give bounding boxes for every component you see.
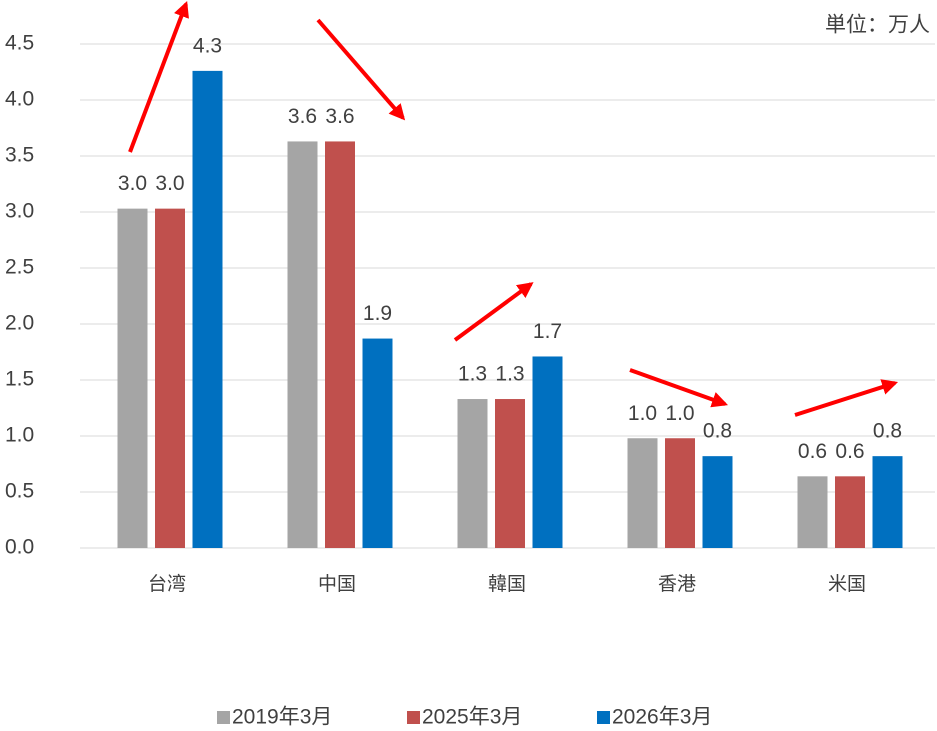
arrow	[128, 1, 189, 153]
bar	[457, 399, 488, 548]
bar	[702, 456, 733, 548]
value-label: 3.6	[288, 105, 317, 128]
legend-swatch	[597, 711, 610, 724]
bar	[872, 456, 903, 548]
arrow	[316, 18, 406, 121]
bar	[192, 70, 223, 548]
legend-swatch	[407, 711, 420, 724]
x-tick-label: 台湾	[148, 573, 186, 595]
value-label: 1.9	[363, 302, 392, 325]
arrow	[629, 368, 729, 408]
x-tick-label: 中国	[318, 573, 356, 595]
value-label: 3.0	[118, 172, 147, 195]
legend-swatch	[217, 711, 230, 724]
x-tick-label: 米国	[828, 573, 866, 595]
legend-label: 2019年3月	[232, 706, 332, 729]
value-label: 1.7	[533, 320, 562, 343]
arrow	[794, 379, 899, 417]
bar	[362, 338, 393, 548]
arrow	[453, 282, 534, 342]
legend-label: 2025年3月	[422, 706, 522, 729]
y-tick-label: 3.5	[5, 144, 34, 167]
unit-annotation: 単位：万人	[825, 14, 930, 37]
value-label: 1.3	[495, 363, 524, 386]
bar	[835, 476, 865, 548]
value-label: 0.8	[873, 420, 902, 443]
value-label: 1.0	[665, 402, 694, 425]
y-tick-label: 0.5	[5, 480, 34, 503]
bar	[627, 438, 658, 548]
value-label: 0.6	[835, 440, 864, 463]
bar	[495, 399, 525, 548]
y-tick-label: 4.0	[5, 88, 34, 111]
value-label: 3.6	[325, 105, 354, 128]
bar	[117, 208, 148, 548]
value-label: 1.3	[458, 363, 487, 386]
bar	[287, 141, 318, 548]
value-label: 4.3	[193, 34, 222, 57]
bar	[532, 356, 563, 548]
value-label: 1.0	[628, 402, 657, 425]
bar	[155, 208, 185, 548]
x-tick-label: 韓国	[488, 573, 526, 595]
y-tick-label: 4.5	[5, 32, 34, 55]
bar	[797, 476, 828, 548]
bar	[665, 438, 695, 548]
y-tick-label: 1.0	[5, 424, 34, 447]
y-tick-label: 0.0	[5, 536, 34, 559]
y-tick-label: 2.0	[5, 312, 34, 335]
trend-arrows	[128, 1, 899, 417]
value-label: 0.6	[798, 440, 827, 463]
bar	[325, 141, 355, 548]
y-tick-label: 2.5	[5, 256, 34, 279]
legend-label: 2026年3月	[612, 706, 712, 729]
x-tick-label: 香港	[658, 573, 696, 595]
value-label: 0.8	[703, 420, 732, 443]
y-tick-label: 1.5	[5, 368, 34, 391]
value-label: 3.0	[155, 172, 184, 195]
y-tick-label: 3.0	[5, 200, 34, 223]
